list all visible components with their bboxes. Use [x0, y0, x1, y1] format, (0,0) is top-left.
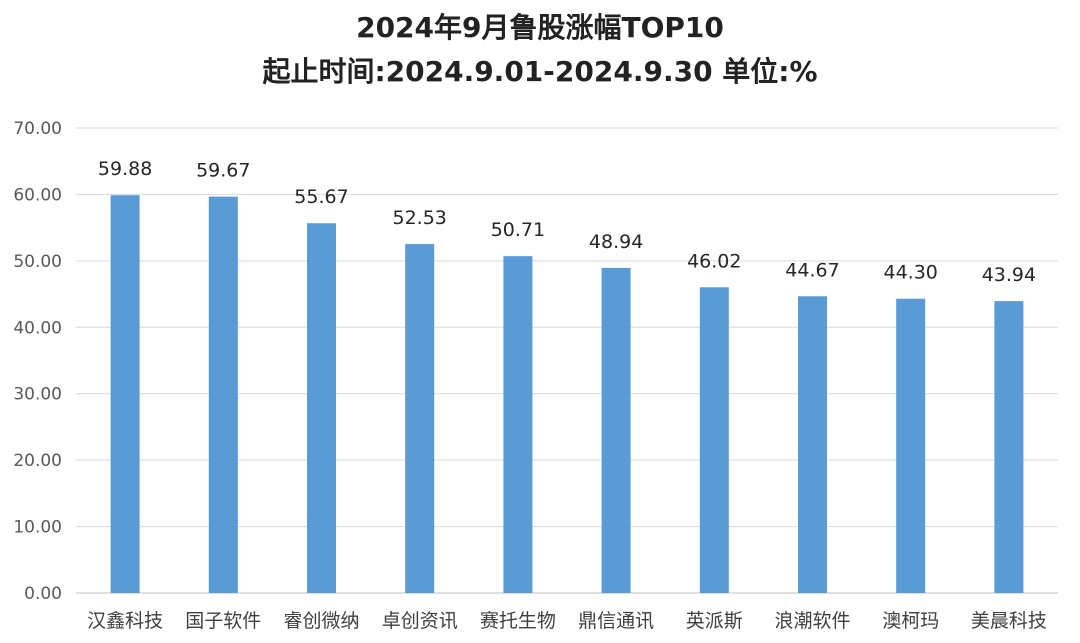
- data-label: 46.02: [687, 250, 741, 272]
- data-label: 44.30: [883, 262, 937, 284]
- x-category-label: 浪潮软件: [774, 610, 850, 632]
- data-label: 55.67: [294, 186, 348, 208]
- gridlines: [76, 127, 1058, 594]
- bar: [503, 256, 533, 593]
- y-tick-label: 10.00: [13, 518, 62, 538]
- x-category-label: 卓创资讯: [382, 610, 458, 632]
- bar: [110, 195, 140, 593]
- x-category-label: 英派斯: [686, 610, 743, 632]
- y-tick-label: 40.00: [13, 318, 62, 338]
- bar: [208, 196, 238, 593]
- y-tick-label: 70.00: [13, 119, 62, 139]
- y-tick-label: 20.00: [13, 451, 62, 471]
- y-axis-tick-labels: 0.00 10.00 20.00 30.00 40.00 50.00 60.00 70.00: [13, 119, 62, 604]
- data-label: 44.67: [785, 259, 839, 281]
- x-category-label: 美晨科技: [971, 610, 1047, 632]
- data-label: 48.94: [589, 231, 643, 253]
- x-category-label: 鼎信通讯: [578, 610, 654, 632]
- y-tick-label: 0.00: [24, 584, 62, 604]
- bar: [405, 244, 435, 593]
- y-tick-label: 50.00: [13, 252, 62, 272]
- chart-subtitle: 起止时间:2024.9.01-2024.9.30 单位:%: [262, 55, 818, 88]
- y-tick-label: 30.00: [13, 385, 62, 405]
- bar: [601, 267, 631, 593]
- x-category-label: 睿创微纳: [283, 610, 359, 632]
- data-label: 59.88: [98, 158, 152, 180]
- bar: [994, 301, 1024, 593]
- x-category-label: 国子软件: [185, 610, 261, 632]
- bar: [307, 223, 336, 593]
- bars: [110, 195, 1024, 593]
- x-category-label: 汉鑫科技: [87, 610, 163, 632]
- data-label: 59.67: [196, 160, 250, 182]
- bar: [798, 296, 827, 593]
- y-tick-label: 60.00: [13, 185, 62, 205]
- x-category-label: 赛托生物: [480, 610, 556, 632]
- data-label: 52.53: [392, 207, 446, 229]
- data-label: 50.71: [491, 219, 545, 241]
- data-labels: 59.88 59.67 55.67 52.53 50.71 48.94 46.02 44.67…: [98, 158, 1036, 286]
- data-label: 43.94: [982, 264, 1036, 286]
- chart-title: 2024年9月鲁股涨幅TOP10: [356, 11, 724, 44]
- bar: [699, 287, 729, 593]
- bar: [896, 298, 926, 593]
- x-axis-category-labels: 汉鑫科技 国子软件 睿创微纳 卓创资讯 赛托生物 鼎信通讯 英派斯 浪潮软件 澳柯玛 美晨科技: [87, 610, 1047, 632]
- x-category-label: 澳柯玛: [882, 610, 939, 632]
